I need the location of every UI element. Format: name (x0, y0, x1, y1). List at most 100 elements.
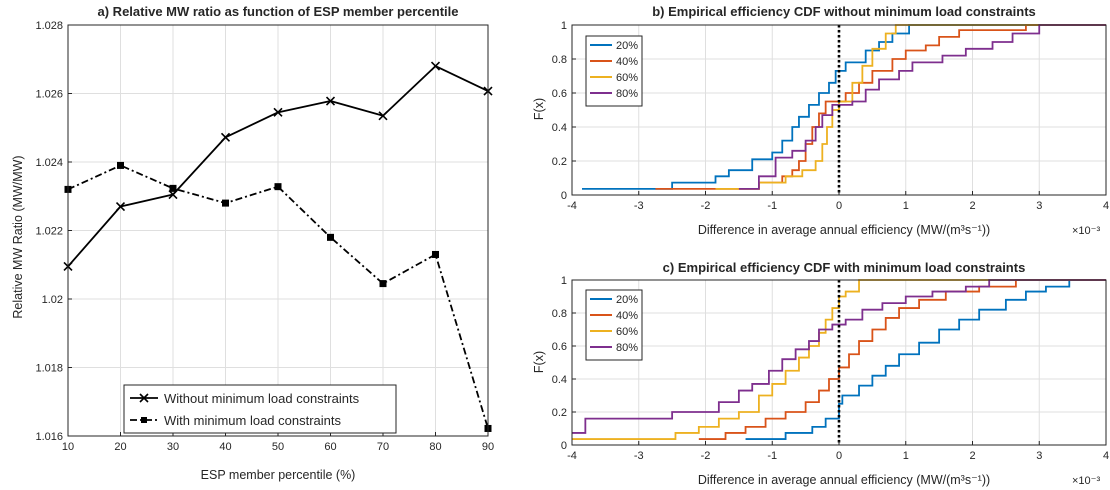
legend-label-with: With minimum load constraints (164, 413, 341, 428)
panel-b-ytick-label: 0.2 (552, 156, 567, 168)
point-marker-square (274, 183, 282, 191)
panel-b-xtick-label: 0 (836, 200, 842, 212)
panel-b-ylabel: F(x) (532, 98, 546, 120)
panel-c-ytick-label: 1 (561, 275, 567, 287)
point-marker-x (325, 96, 336, 106)
cdf-line-60pct (572, 279, 1106, 440)
panel-a-xtick-label: 30 (167, 441, 179, 453)
panel-b-xtick-label: -3 (634, 200, 644, 212)
panel-c-legend-box (585, 289, 643, 361)
point-marker-square (432, 250, 439, 258)
panel-b-legend: 20% 40% 60% 80% (585, 35, 643, 107)
panel-b-ticks: -4 -3 -2 -1 0 1 2 3 4 0 0.2 0.4 0.6 0.8 1 (552, 20, 1109, 212)
panel-a-ylabel: Relative MW Ratio (MW/MW) (11, 155, 25, 318)
cdf-line-80pct (738, 24, 1106, 190)
panel-c-xtick-label: 1 (903, 450, 909, 462)
panel-c-legend: 20% 40% 60% 80% (585, 289, 643, 361)
panel-c-xlabel: Difference in average annual efficiency … (698, 473, 990, 487)
panel-c-title: c) Empirical efficiency CDF with minimum… (663, 260, 1026, 275)
point-marker-square (379, 280, 387, 288)
panel-c-xtick-label: 2 (969, 450, 975, 462)
panel-b: b) Empirical efficiency CDF without mini… (532, 4, 1109, 237)
panel-c-ticks: -4 -3 -2 -1 0 1 2 3 4 0 0.2 0.4 0.6 0.8 1 (552, 275, 1109, 462)
panel-a-ytick-label: 1.018 (35, 363, 63, 375)
legend-label-20: 20% (616, 40, 638, 52)
panel-b-ytick-label: 0.8 (552, 54, 567, 66)
panel-c-xtick-label: -4 (567, 450, 577, 462)
point-marker-square (117, 161, 124, 169)
legend-label-40: 40% (616, 310, 638, 322)
panel-c-x-multiplier: ×10⁻³ (1072, 475, 1100, 487)
legend-label-80: 80% (616, 88, 638, 100)
panel-a-ytick-label: 1.028 (35, 20, 63, 32)
panel-a-ytick-label: 1.022 (35, 226, 63, 238)
panel-b-legend-box (585, 35, 643, 107)
panel-c-plot-area (571, 279, 1107, 446)
panel-a-ytick-label: 1.016 (35, 431, 63, 443)
panel-b-plot-area (571, 24, 1107, 196)
panel-b-xlabel: Difference in average annual efficiency … (698, 223, 990, 237)
panel-c-xtick-label: 4 (1103, 450, 1109, 462)
panel-c-xtick-label: 3 (1036, 450, 1042, 462)
point-marker-x (378, 111, 388, 121)
panel-c-xtick-label: 0 (836, 450, 842, 462)
panel-b-xtick-label: -4 (567, 200, 577, 212)
panel-b-ytick-label: 0.6 (552, 88, 567, 100)
panel-a-xtick-label: 50 (272, 441, 284, 453)
panel-c: c) Empirical efficiency CDF with minimum… (532, 260, 1109, 487)
cdf-line-60pct (715, 24, 1106, 190)
panel-a-xtick-label: 70 (377, 441, 389, 453)
cdf-line-80pct (572, 279, 1106, 434)
panel-a-xtick-label: 10 (62, 441, 74, 453)
legend-label-80: 80% (616, 342, 638, 354)
panel-c-xtick-label: -1 (767, 450, 777, 462)
panel-a: a) Relative MW ratio as function of ESP … (11, 4, 494, 482)
panel-c-ylabel: F(x) (532, 351, 546, 373)
panel-c-ytick-label: 0.2 (552, 407, 567, 419)
point-marker-square (327, 233, 334, 241)
legend-label-60: 60% (616, 326, 638, 338)
panel-c-ytick-label: 0.4 (552, 374, 567, 386)
panel-a-legend-box (123, 384, 397, 434)
legend-marker-x (139, 393, 149, 403)
panel-a-ticks: 10 20 30 40 50 60 70 80 90 1.016 1.018 1.02 1.022 1.0… (35, 20, 494, 453)
point-marker-x (220, 132, 231, 142)
panel-a-xlabel: ESP member percentile (%) (201, 468, 356, 482)
panel-a-xtick-label: 20 (114, 441, 126, 453)
legend-label-40: 40% (616, 56, 638, 68)
legend-label-60: 60% (616, 72, 638, 84)
panel-a-xtick-label: 60 (324, 441, 336, 453)
panel-a-ytick-label: 1.026 (35, 89, 63, 101)
panel-a-ytick-label: 1.024 (35, 157, 63, 169)
panel-b-xtick-label: -1 (767, 200, 777, 212)
point-marker-square (222, 199, 229, 207)
panel-a-xtick-label: 80 (429, 441, 441, 453)
point-marker-x (273, 107, 283, 117)
legend-label-20: 20% (616, 294, 638, 306)
panel-c-xtick-label: -2 (701, 450, 711, 462)
panel-b-ytick-label: 1 (561, 20, 567, 32)
panel-b-x-multiplier: ×10⁻³ (1072, 225, 1100, 237)
cdf-line-40pct (655, 24, 1106, 190)
panel-a-xtick-label: 40 (219, 441, 231, 453)
panel-b-xtick-label: -2 (701, 200, 711, 212)
panel-c-ytick-label: 0.6 (552, 341, 567, 353)
panel-a-xtick-label: 90 (482, 441, 494, 453)
panel-a-legend: Without minimum load constraints With mi… (123, 384, 397, 434)
panel-c-ytick-label: 0.8 (552, 308, 567, 320)
series-line-with (67, 164, 489, 429)
panel-b-xtick-label: 2 (969, 200, 975, 212)
point-marker-x (115, 201, 126, 212)
point-marker-x (430, 61, 441, 71)
point-marker-square (169, 184, 177, 192)
panel-b-xtick-label: 3 (1036, 200, 1042, 212)
panel-b-title: b) Empirical efficiency CDF without mini… (652, 4, 1036, 19)
panel-a-grid (67, 24, 489, 437)
cdf-line-20pct (745, 279, 1106, 440)
panel-c-xtick-label: -3 (634, 450, 644, 462)
cdf-line-40pct (698, 279, 1106, 440)
panel-a-ytick-label: 1.02 (42, 294, 63, 306)
panel-a-title: a) Relative MW ratio as function of ESP … (98, 4, 459, 19)
panel-b-ytick-label: 0.4 (552, 122, 567, 134)
